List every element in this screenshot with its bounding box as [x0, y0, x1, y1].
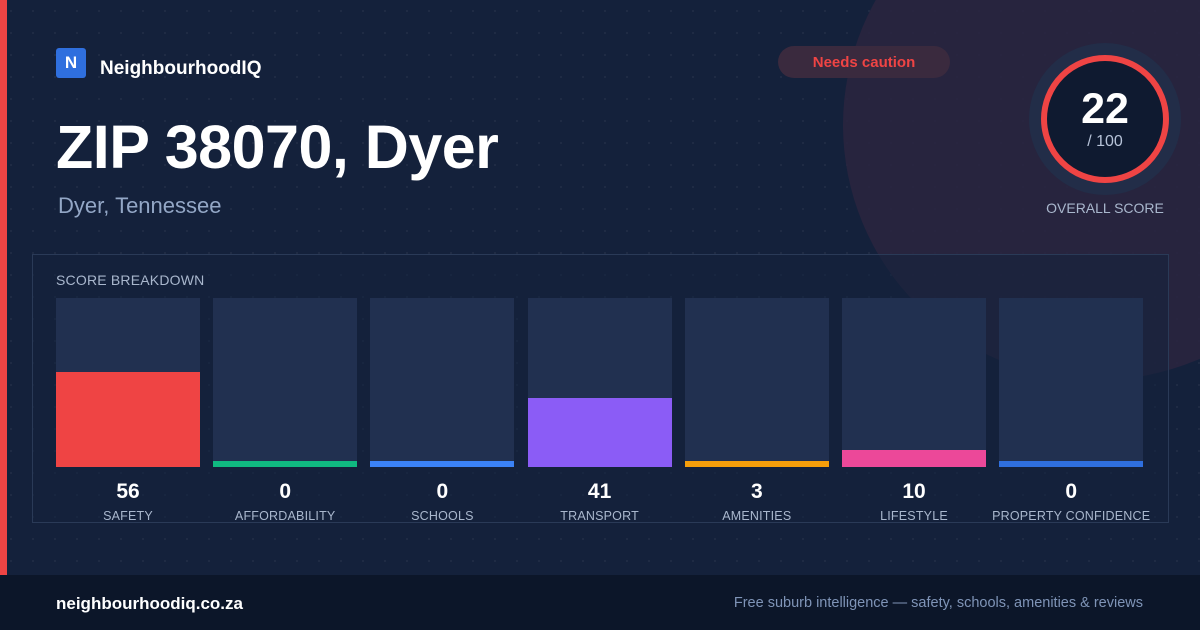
bar-category-label: PROPERTY CONFIDENCE [992, 509, 1151, 523]
bar-column-lifestyle: 10 LIFESTYLE [842, 298, 986, 524]
chart-title: SCORE BREAKDOWN [56, 272, 205, 288]
brand[interactable]: N NeighbourhoodIQ [56, 46, 261, 80]
bar-value-label: 0 [279, 480, 292, 503]
page-title: ZIP 38070, Dyer [56, 113, 499, 181]
bar-column-safety: 56 SAFETY [56, 298, 200, 524]
bar [842, 450, 986, 467]
bar-category-label: SAFETY [103, 509, 153, 523]
bar [213, 461, 358, 467]
overall-score-label: OVERALL SCORE [1046, 200, 1164, 216]
location-subtitle: Dyer, Tennessee [58, 193, 222, 218]
bar-column-affordability: 0 AFFORDABILITY [213, 298, 358, 524]
bar-column-property-confidence: 0 PROPERTY CONFIDENCE [992, 298, 1150, 524]
bar-track [684, 298, 829, 467]
bar-value-label: 10 [902, 480, 926, 503]
bar [999, 461, 1144, 467]
bar-column-transport: 41 TRANSPORT [527, 298, 672, 524]
bar-track [370, 298, 515, 467]
footer-tagline: Free suburb intelligence — safety, schoo… [733, 595, 1143, 611]
bar-track [999, 298, 1144, 467]
brand-logo-icon: N [56, 48, 86, 78]
overall-score-max: / 100 [1087, 133, 1123, 150]
overall-score-ring: 22 / 100 [1029, 43, 1181, 195]
overall-score-value: 22 [1081, 85, 1129, 133]
accent-bar [0, 0, 7, 575]
bar-column-schools: 0 SCHOOLS [370, 298, 515, 524]
bar-value-label: 3 [750, 480, 763, 503]
footer-site-link[interactable]: neighbourhoodiq.co.za [56, 594, 243, 613]
bar-track [842, 298, 986, 467]
bar-value-label: 0 [436, 480, 449, 503]
bar-track [56, 298, 200, 467]
bar [684, 461, 829, 467]
bar-value-label: 41 [587, 480, 612, 503]
bar-category-label: SCHOOLS [411, 509, 474, 523]
score-breakdown-panel: SCORE BREAKDOWN 56 SAFETY 0 AFFORDABILITY 0 S… [32, 254, 1169, 523]
bar-value-label: 56 [116, 480, 140, 503]
bar [370, 461, 515, 467]
bar-category-label: LIFESTYLE [880, 509, 948, 523]
bar-category-label: AMENITIES [722, 509, 792, 523]
bar-column-amenities: 3 AMENITIES [684, 298, 829, 524]
bar-track [527, 298, 672, 467]
bar [527, 397, 672, 467]
bar-track [213, 298, 358, 467]
bar [56, 372, 200, 467]
bar-category-label: AFFORDABILITY [234, 509, 336, 523]
share-card: N NeighbourhoodIQ Needs caution ZIP 3807… [0, 0, 1200, 575]
bar-value-label: 0 [1065, 480, 1078, 503]
score-ring-graphic [1029, 43, 1181, 195]
bar-category-label: TRANSPORT [560, 509, 639, 523]
brand-name: NeighbourhoodIQ [100, 58, 262, 79]
status-badge: Needs caution [778, 46, 950, 78]
score-ring-stroke [1041, 55, 1169, 183]
footer: neighbourhoodiq.co.za Free suburb intell… [0, 575, 1200, 630]
